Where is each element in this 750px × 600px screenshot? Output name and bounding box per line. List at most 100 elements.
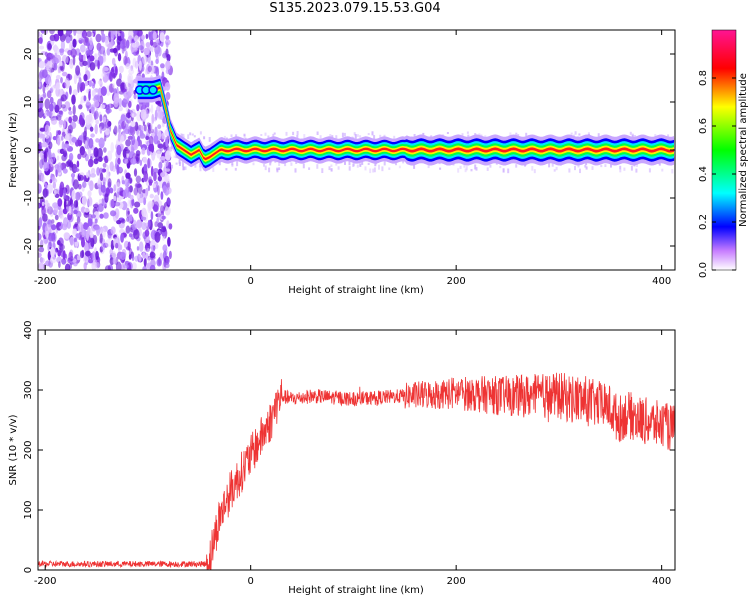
- spectrogram-noise-cell: [68, 116, 73, 124]
- spectrogram-speckle: [604, 164, 607, 168]
- spectrogram-noise-cell: [65, 144, 70, 149]
- spectrogram-noise-cell: [157, 210, 162, 221]
- spectrogram-noise-cell: [51, 224, 57, 231]
- spectrogram-speckle: [252, 162, 255, 166]
- spectrogram-noise-cell: [125, 112, 132, 118]
- spectrogram-noise-cell: [38, 152, 41, 158]
- spectrogram-noise-cell: [138, 241, 144, 252]
- spectrogram-noise-cell: [141, 147, 146, 155]
- spectrogram-noise-cell: [91, 251, 96, 261]
- spectrogram-y-tick-label: -20: [23, 238, 34, 254]
- spectrogram-speckle: [272, 133, 275, 138]
- spectrogram-speckle: [294, 168, 297, 173]
- colorbar-tick-label: 0.8: [698, 70, 709, 86]
- spectrogram-noise-cell: [126, 262, 132, 270]
- spectrogram-noise-cell: [115, 242, 119, 249]
- spectrogram-noise-cell: [129, 214, 133, 222]
- spectrogram-noise-cell: [59, 187, 64, 198]
- spectrogram-noise-cell: [70, 173, 76, 178]
- spectrogram-noise-cell: [73, 200, 78, 208]
- spectrogram-noise-cell: [154, 221, 158, 228]
- spectrogram-noise-cell: [58, 243, 65, 251]
- spectrogram-noise-cell: [117, 242, 121, 251]
- spectrogram-speckle: [296, 135, 299, 139]
- spectrogram-noise-cell: [71, 189, 76, 201]
- spectrogram-speckle: [574, 131, 577, 135]
- spectrogram-speckle: [629, 131, 632, 135]
- spectrogram-noise-cell: [128, 254, 132, 260]
- spectrogram-noise-cell: [99, 167, 104, 174]
- spectrogram-noise-cell: [102, 162, 107, 168]
- spectrogram-noise-cell: [107, 178, 112, 188]
- spectrogram-noise-cell: [90, 173, 96, 178]
- spectrogram-noise-cell: [81, 150, 87, 158]
- spectrogram-noise-cell: [82, 222, 90, 230]
- spectrogram-speckle: [175, 162, 178, 165]
- spectrogram-speckle: [352, 162, 355, 167]
- spectrogram-speckle: [413, 134, 416, 139]
- spectrogram-noise-cell: [128, 185, 133, 193]
- spectrogram-noise-cell: [134, 121, 139, 132]
- spectrogram-noise-cell: [150, 211, 154, 221]
- spectrogram-noise-cell: [109, 187, 114, 194]
- spectrogram-noise-cell: [39, 45, 45, 50]
- spectrogram-speckle: [465, 166, 468, 171]
- spectrogram-noise-cell: [117, 157, 121, 165]
- spectrogram-speckle: [600, 164, 603, 168]
- spectrogram-speckle: [353, 132, 356, 136]
- spectrogram-noise-cell: [84, 81, 89, 87]
- spectrogram-noise-cell: [50, 255, 57, 264]
- spectrogram-noise-cell: [100, 184, 106, 193]
- spectrogram-noise-cell: [109, 248, 113, 256]
- spectrogram-noise-cell: [165, 68, 171, 75]
- spectrogram-speckle: [319, 135, 322, 139]
- spectrogram-noise-cell: [78, 52, 82, 59]
- spectrogram-speckle: [658, 162, 661, 166]
- spectrogram-speckle: [359, 135, 362, 138]
- spectrogram-noise-cell: [56, 256, 63, 263]
- spectrogram-speckle: [356, 164, 359, 168]
- spectrogram-noise-cell: [73, 209, 78, 215]
- spectrogram-noise-cell: [54, 214, 59, 221]
- spectrogram-noise-cell: [157, 140, 161, 149]
- spectrogram-noise-cell: [98, 137, 105, 149]
- spectrogram-noise-cell: [128, 100, 132, 108]
- spectrogram-noise-cell: [145, 33, 149, 40]
- spectrogram-noise-cell: [143, 197, 147, 206]
- spectrogram-speckle: [264, 132, 267, 136]
- spectrogram-y-axis-label: Frequency (Hz): [8, 112, 19, 188]
- snr-x-tick-label: 200: [447, 576, 466, 587]
- snr-y-tick-label: 300: [23, 380, 34, 399]
- spectrogram-noise-cell: [136, 246, 140, 251]
- spectrogram-noise-cell: [73, 179, 79, 190]
- spectrogram-speckle: [170, 145, 173, 149]
- spectrogram-noise-cell: [105, 104, 111, 115]
- spectrogram-speckle: [631, 133, 634, 137]
- spectrogram-noise-cell: [72, 38, 77, 48]
- spectrogram-noise-cell: [88, 259, 94, 264]
- spectrogram-noise-cell: [133, 168, 138, 177]
- spectrogram-noise-cell: [53, 44, 58, 53]
- spectrogram-noise-cell: [65, 36, 71, 44]
- spectrogram-noise-cell: [124, 158, 129, 164]
- spectrogram-noise-cell: [40, 239, 44, 249]
- spectrogram-noise-cell: [134, 182, 141, 189]
- spectrogram-noise-cell: [141, 73, 145, 79]
- spectrogram-noise-cell: [65, 134, 70, 141]
- spectrogram-noise-cell: [153, 201, 160, 213]
- spectrogram-noise-cell: [127, 125, 134, 136]
- spectrogram-noise-cell: [73, 237, 78, 243]
- spectrogram-noise-cell: [142, 252, 146, 259]
- spectrogram-speckle: [531, 166, 534, 171]
- spectrogram-noise-cell: [62, 250, 66, 260]
- spectrogram-noise-cell: [85, 114, 91, 126]
- snr-x-tick-label: 400: [652, 576, 671, 587]
- spectrogram-speckle: [243, 134, 246, 138]
- spectrogram-noise-cell: [106, 164, 109, 175]
- spectrogram-noise-cell: [42, 188, 48, 198]
- spectrogram-speckle: [388, 167, 391, 170]
- spectrogram-noise-cell: [65, 117, 70, 122]
- spectrogram-noise-cell: [158, 161, 163, 170]
- spectrogram-noise-cell: [41, 69, 48, 79]
